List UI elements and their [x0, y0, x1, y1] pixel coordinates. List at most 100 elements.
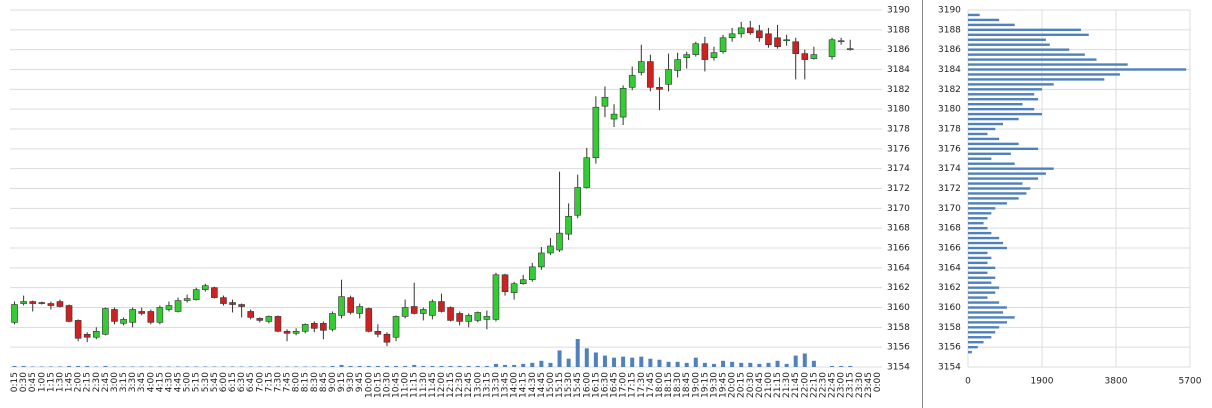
- volume-bar: [602, 355, 607, 367]
- x-tick-label: 4:15: [155, 372, 165, 392]
- y-tick-label: 3162: [938, 283, 961, 293]
- y-tick-label: 3184: [887, 65, 910, 75]
- y-tick-label: 3174: [887, 164, 910, 174]
- x-tick-label: 1:00: [37, 372, 47, 392]
- x-tick-label: 1900: [1031, 377, 1054, 387]
- candle-body: [683, 54, 691, 58]
- volume-bar: [39, 366, 44, 367]
- x-tick-label: 23:00: [837, 372, 847, 398]
- x-tick-label: 17:45: [646, 372, 656, 398]
- profile-bar: [968, 281, 992, 284]
- profile-bar: [968, 68, 1187, 71]
- x-tick-label: 8:00: [292, 372, 302, 392]
- x-tick-label: 3:30: [128, 372, 138, 392]
- profile-bar: [968, 261, 988, 265]
- candle-body: [556, 232, 563, 251]
- profile-bar: [968, 222, 984, 225]
- profile-bar: [968, 137, 1000, 141]
- x-tick-label: 1:15: [46, 372, 56, 392]
- volume-bar: [266, 366, 271, 367]
- x-tick-label: 14:45: [537, 372, 547, 398]
- candle-body: [320, 323, 327, 331]
- x-tick-label: 11:15: [410, 372, 420, 398]
- x-tick-label: 18:00: [655, 372, 665, 398]
- y-tick-label: 3184: [938, 65, 961, 75]
- x-tick-label: 8:30: [310, 372, 320, 392]
- candle-body: [165, 305, 173, 310]
- x-tick-label: 10:00: [364, 372, 374, 398]
- candle-body: [492, 274, 500, 320]
- x-tick-label: 2:30: [92, 372, 102, 392]
- candle-body: [347, 297, 354, 313]
- candle-body: [265, 316, 273, 322]
- candle-body: [674, 59, 681, 71]
- x-tick-label: 1:30: [55, 372, 65, 392]
- y-tick-label: 3154: [938, 363, 961, 373]
- profile-bar: [968, 112, 1042, 116]
- x-tick-label: 4:45: [174, 372, 184, 392]
- x-tick-label: 16:15: [591, 372, 601, 398]
- candle-body: [102, 308, 109, 335]
- x-tick-label: 6:00: [219, 372, 229, 392]
- candle-body: [310, 323, 318, 329]
- candle-body: [65, 305, 73, 322]
- volume-bar: [775, 360, 780, 367]
- volume-bar: [121, 366, 126, 367]
- volume-bar: [784, 363, 789, 367]
- profile-bar: [968, 117, 1019, 121]
- x-tick-label: 22:45: [828, 372, 838, 398]
- volume-bar: [103, 365, 108, 367]
- candle-body: [465, 315, 473, 322]
- x-tick-label: 21:45: [791, 372, 801, 398]
- profile-bar: [968, 152, 1011, 155]
- candle-body: [528, 266, 536, 281]
- y-tick-label: 3180: [887, 105, 910, 115]
- x-tick-label: 13:00: [473, 372, 483, 398]
- profile-bar: [968, 103, 1023, 106]
- x-tick-label: 2:00: [74, 372, 84, 392]
- x-tick-label: 8:15: [301, 372, 311, 392]
- candle-body: [201, 285, 209, 290]
- volume-bar: [693, 357, 698, 367]
- profile-bar: [968, 316, 1015, 319]
- volume-bar: [675, 361, 680, 367]
- candle-body: [156, 307, 164, 323]
- x-tick-label: 17:15: [628, 372, 638, 398]
- x-tick-label: 12:00: [437, 372, 447, 398]
- volume-bar: [76, 365, 81, 367]
- y-tick-label: 3182: [887, 85, 910, 95]
- volume-bar: [312, 366, 317, 367]
- candle-body: [701, 43, 709, 60]
- candle-body: [837, 40, 845, 43]
- x-tick-label: 9:45: [355, 372, 365, 392]
- profile-bar: [968, 217, 988, 220]
- x-tick-label: 13:45: [501, 372, 511, 398]
- profile-bar: [968, 256, 992, 260]
- volume-bar: [839, 365, 844, 367]
- x-tick-label: 20:00: [728, 372, 738, 398]
- x-tick-label: 19:00: [691, 372, 701, 398]
- candle-body: [401, 307, 409, 317]
- volume-bar: [257, 366, 262, 367]
- candle-body: [565, 215, 572, 235]
- profile-bar: [968, 246, 1007, 250]
- profile-bar: [968, 286, 1000, 289]
- candle-body: [710, 52, 718, 58]
- x-tick-label: 3:15: [119, 372, 129, 392]
- candle-body: [92, 330, 100, 338]
- profile-bar: [968, 13, 980, 17]
- candle-body: [410, 306, 418, 314]
- profile-bar: [968, 147, 1039, 151]
- profile-bar: [968, 83, 1054, 86]
- volume-bar: [848, 365, 853, 367]
- x-tick-label: 17:00: [619, 372, 629, 398]
- profile-bar: [968, 241, 1004, 245]
- volume-bar: [430, 365, 435, 367]
- y-tick-label: 3154: [887, 363, 910, 373]
- y-tick-label: 3168: [938, 224, 961, 234]
- volume-bar: [394, 365, 399, 367]
- volume-bar: [530, 362, 535, 367]
- candle-body: [637, 61, 645, 73]
